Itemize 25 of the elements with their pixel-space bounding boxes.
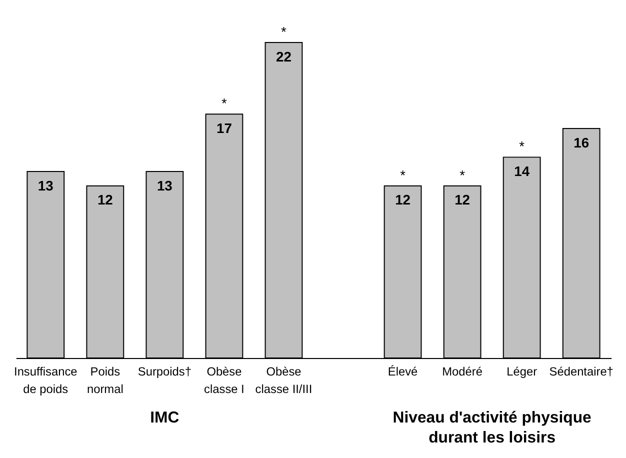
text: Niveau d'activité physique durant les loisirs: [392, 409, 592, 446]
annotation: *: [281, 24, 288, 40]
data-label: 13: [156, 177, 173, 194]
data-label: 14: [514, 163, 530, 180]
text: IMC: [150, 409, 180, 426]
data-label: 17: [216, 120, 232, 136]
data-label: 12: [97, 192, 114, 208]
annotation: *: [400, 166, 406, 183]
annotation: *: [460, 166, 466, 183]
x-tick-label: Élevé: [388, 364, 418, 378]
x-tick-label: Léger: [506, 364, 538, 378]
x-tick-label: Obèse classe II/III: [255, 364, 312, 396]
data-label: 12: [454, 192, 470, 208]
data-label: 13: [38, 177, 54, 194]
x-tick-label: Sédentaire†: [549, 364, 614, 378]
x-tick-label: Surpoids†: [138, 364, 192, 378]
x-tick-label: Modéré: [442, 364, 483, 378]
data-label: 12: [395, 192, 411, 208]
x-tick-label: Poids normal: [86, 364, 124, 396]
x-tick-label: Obèse classe I: [204, 364, 244, 396]
annotation: *: [222, 95, 228, 112]
x-tick-label: Insuffisance de poids: [14, 364, 78, 396]
data-label: 22: [276, 48, 292, 64]
data-label: 16: [574, 134, 590, 150]
annotation: *: [519, 138, 526, 154]
